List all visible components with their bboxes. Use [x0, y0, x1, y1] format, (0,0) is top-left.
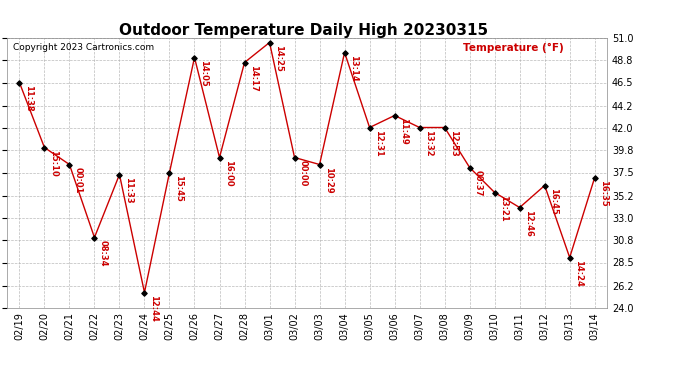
Point: [64, 162, 75, 168]
Point: [364, 124, 375, 130]
Point: [39, 144, 50, 150]
Text: 08:34: 08:34: [99, 240, 108, 267]
Text: 11:33: 11:33: [124, 177, 132, 204]
Text: 16:45: 16:45: [549, 188, 558, 215]
Text: 00:01: 00:01: [74, 167, 83, 194]
Point: [139, 290, 150, 296]
Point: [114, 171, 125, 177]
Point: [489, 189, 500, 195]
Text: 11:49: 11:49: [399, 118, 408, 145]
Point: [14, 80, 25, 86]
Text: 14:17: 14:17: [248, 65, 257, 92]
Text: 14:25: 14:25: [274, 45, 283, 72]
Text: 16:00: 16:00: [224, 160, 233, 187]
Text: 12:53: 12:53: [448, 130, 457, 157]
Point: [339, 50, 350, 55]
Text: 15:45: 15:45: [174, 175, 183, 202]
Point: [314, 162, 325, 168]
Point: [414, 124, 425, 130]
Text: Outdoor Temperature Daily High 20230315: Outdoor Temperature Daily High 20230315: [119, 22, 488, 38]
Point: [514, 204, 525, 210]
Point: [239, 60, 250, 66]
Text: 00:00: 00:00: [299, 160, 308, 187]
Text: Temperature (°F): Temperature (°F): [463, 43, 564, 53]
Point: [264, 39, 275, 45]
Text: 14:05: 14:05: [199, 60, 208, 87]
Text: 13:14: 13:14: [348, 55, 357, 82]
Point: [564, 255, 575, 261]
Point: [589, 174, 600, 180]
Point: [164, 170, 175, 176]
Text: 13:21: 13:21: [499, 195, 508, 222]
Point: [214, 154, 225, 160]
Point: [539, 183, 550, 189]
Text: 00:37: 00:37: [474, 170, 483, 196]
Point: [289, 154, 300, 160]
Text: 14:24: 14:24: [574, 260, 583, 287]
Point: [89, 234, 100, 240]
Text: 16:35: 16:35: [599, 180, 608, 207]
Text: 15:10: 15:10: [48, 150, 57, 177]
Text: 12:31: 12:31: [374, 130, 383, 157]
Point: [439, 124, 450, 130]
Point: [389, 112, 400, 118]
Point: [189, 54, 200, 60]
Text: 12:44: 12:44: [148, 295, 157, 322]
Text: Copyright 2023 Cartronics.com: Copyright 2023 Cartronics.com: [13, 43, 154, 52]
Text: 10:29: 10:29: [324, 167, 333, 194]
Text: 11:38: 11:38: [23, 85, 32, 112]
Point: [464, 165, 475, 171]
Text: 13:32: 13:32: [424, 130, 433, 157]
Text: 12:46: 12:46: [524, 210, 533, 237]
